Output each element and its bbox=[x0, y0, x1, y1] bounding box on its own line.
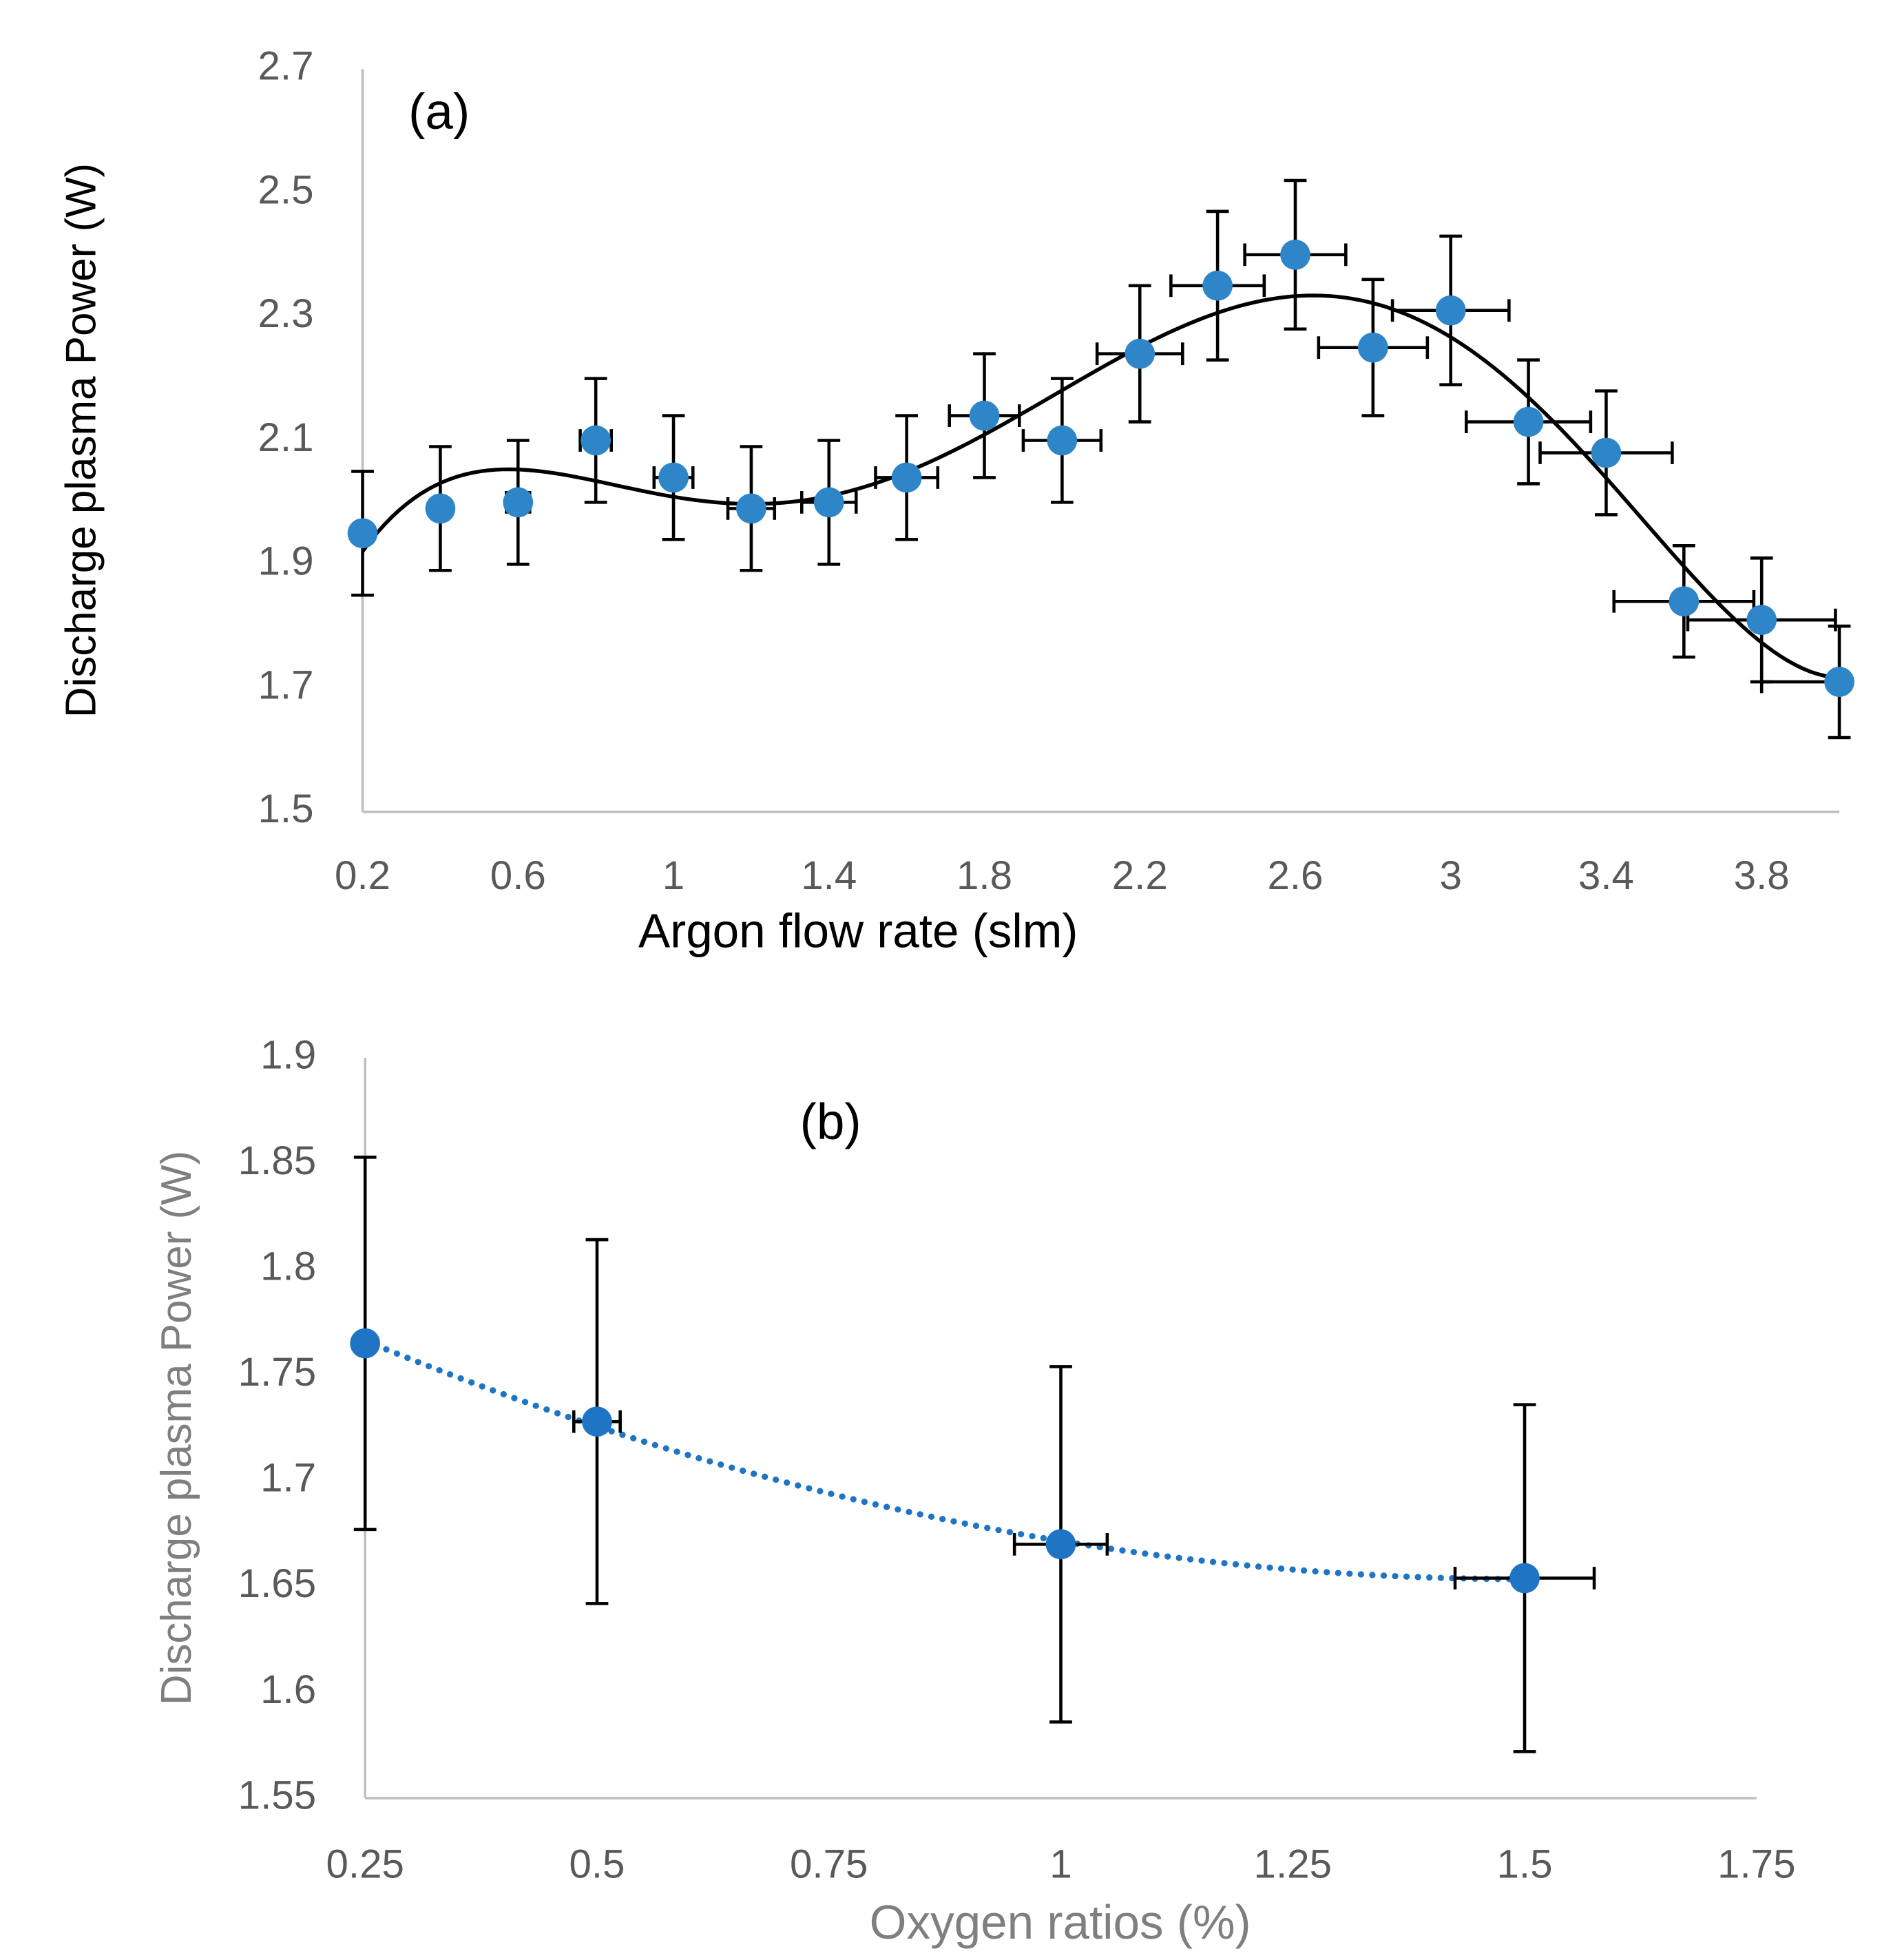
data-point bbox=[1509, 1563, 1540, 1594]
x-tick-label: 1 bbox=[1049, 1842, 1071, 1887]
y-tick-label: 1.65 bbox=[238, 1561, 316, 1606]
annotation: (b) bbox=[800, 1094, 861, 1150]
data-point bbox=[891, 462, 922, 493]
x-tick-label: 1.25 bbox=[1254, 1842, 1332, 1887]
y-tick-label: 2.7 bbox=[258, 44, 313, 89]
data-point bbox=[1045, 1529, 1076, 1560]
y-tick-label: 2.5 bbox=[258, 167, 313, 212]
data-point bbox=[736, 493, 766, 524]
y-tick-label: 1.9 bbox=[260, 1032, 316, 1077]
x-tick-label: 2.2 bbox=[1112, 853, 1168, 898]
x-axis-title: Oxygen ratios (%) bbox=[870, 1895, 1251, 1949]
data-point bbox=[1047, 425, 1078, 456]
figure-content: 1.5 1.7 1.9 2.1 2.3 2.5 2.7 0.2 0.6 1 1.4 1.8 2.2 2.6… bbox=[57, 44, 1854, 1949]
data-point bbox=[1746, 605, 1777, 636]
data-point bbox=[1591, 437, 1622, 468]
data-point bbox=[1669, 586, 1700, 617]
data-point bbox=[1202, 270, 1233, 301]
x-tick-label: 1.4 bbox=[801, 853, 857, 898]
trendline bbox=[362, 1337, 1528, 1583]
data-point bbox=[1357, 332, 1388, 363]
y-tick-label: 1.5 bbox=[258, 786, 313, 831]
x-tick-label: 1.5 bbox=[1497, 1842, 1553, 1887]
y-tick-label: 1.7 bbox=[258, 663, 313, 707]
data-point bbox=[581, 425, 611, 456]
x-tick-label: 0.5 bbox=[569, 1842, 625, 1887]
data-point bbox=[425, 493, 456, 524]
data-point bbox=[1280, 240, 1310, 270]
y-tick-label: 1.55 bbox=[238, 1773, 316, 1817]
x-tick-label: 0.75 bbox=[790, 1842, 868, 1887]
y-tick-label: 1.9 bbox=[258, 539, 313, 584]
x-tick-label: 3.4 bbox=[1578, 853, 1634, 898]
data-point bbox=[813, 487, 844, 518]
x-tick-label: 1.8 bbox=[956, 853, 1012, 898]
data-point bbox=[658, 462, 689, 493]
y-tick-label: 2.1 bbox=[258, 415, 313, 460]
y-axis-title: Discharge plasma Power (W) bbox=[153, 1151, 200, 1705]
data-point bbox=[347, 518, 378, 549]
y-tick-label: 1.85 bbox=[238, 1138, 316, 1183]
annotation: (a) bbox=[408, 84, 470, 140]
data-point bbox=[582, 1406, 612, 1437]
x-tick-label: 3.8 bbox=[1734, 853, 1790, 898]
data-point bbox=[969, 400, 1000, 431]
data-point bbox=[503, 487, 534, 518]
x-tick-label: 0.6 bbox=[490, 853, 546, 898]
x-axis-title: Argon flow rate (slm) bbox=[638, 904, 1078, 958]
x-tick-label: 0.25 bbox=[326, 1842, 404, 1887]
y-tick-label: 1.8 bbox=[260, 1244, 316, 1289]
data-point bbox=[1125, 338, 1156, 369]
trendline bbox=[361, 293, 1840, 680]
x-tick-label: 0.2 bbox=[335, 853, 390, 898]
y-tick-label: 2.3 bbox=[258, 291, 313, 336]
y-tick-label: 1.6 bbox=[260, 1667, 316, 1712]
y-tick-label: 1.7 bbox=[260, 1456, 316, 1501]
data-point bbox=[350, 1328, 381, 1359]
y-axis-title: Discharge plasma Power (W) bbox=[57, 163, 105, 718]
x-tick-label: 2.6 bbox=[1267, 853, 1323, 898]
data-point bbox=[1435, 295, 1466, 326]
x-tick-label: 3 bbox=[1439, 853, 1461, 898]
y-tick-label: 1.75 bbox=[238, 1350, 316, 1395]
x-tick-label: 1 bbox=[662, 853, 684, 898]
x-tick-label: 1.75 bbox=[1717, 1842, 1795, 1887]
data-point bbox=[1824, 667, 1854, 697]
data-point bbox=[1513, 406, 1544, 437]
